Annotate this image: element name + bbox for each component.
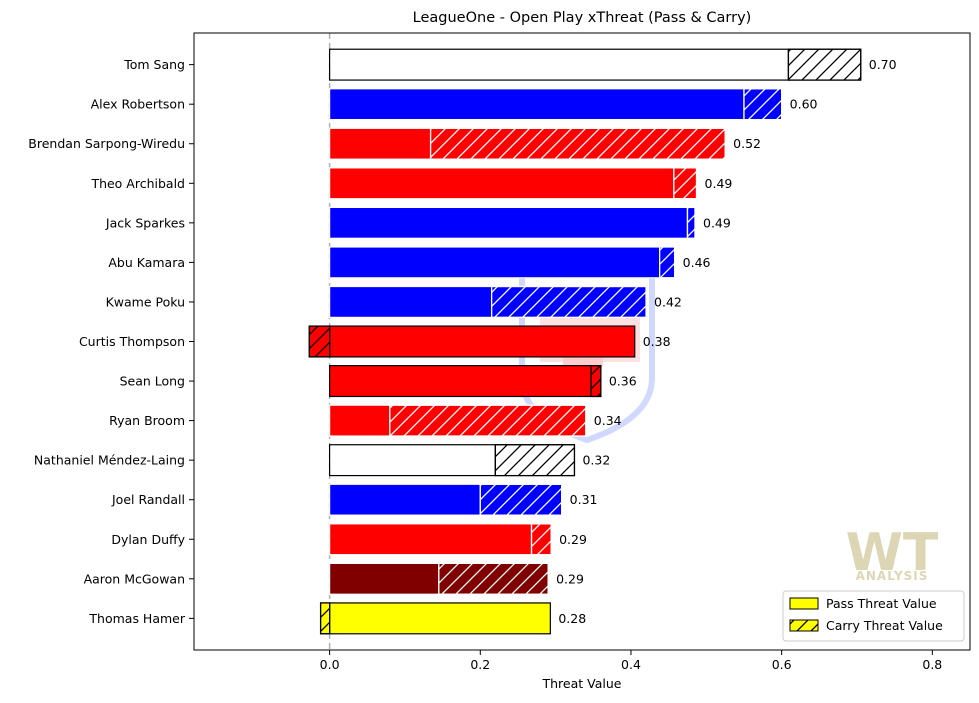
bar-carry-hatch xyxy=(490,285,647,318)
bar-pass xyxy=(329,404,391,437)
bar-pass xyxy=(329,127,432,160)
legend-carry-hatch xyxy=(789,619,819,632)
y-tick-label: Brendan Sarpong-Wiredu xyxy=(28,136,185,151)
bar-total-label: 0.29 xyxy=(556,571,584,586)
bar-pass xyxy=(329,206,689,239)
y-tick-label: Tom Sang xyxy=(123,57,185,72)
legend-pass-label: Pass Threat Value xyxy=(826,596,937,611)
bar-carry-hatch xyxy=(686,206,696,239)
bar-pass xyxy=(329,444,496,477)
y-tick-label: Aaron McGowan xyxy=(84,571,185,586)
y-tick-label: Dylan Duffy xyxy=(111,532,185,547)
bar-total-label: 0.31 xyxy=(570,492,598,507)
bar-total-label: 0.49 xyxy=(705,176,733,191)
bar-carry-hatch xyxy=(479,483,563,516)
bar-total-label: 0.70 xyxy=(869,57,897,72)
x-tick-label: 0.6 xyxy=(772,657,792,672)
bar-carry-hatch xyxy=(787,48,862,81)
legend-pass-swatch xyxy=(789,597,819,610)
bar-pass xyxy=(329,285,493,318)
bar-carry-hatch xyxy=(389,404,587,437)
bar-total-label: 0.60 xyxy=(790,97,818,112)
bar-pass xyxy=(329,325,636,358)
bar-total-label: 0.46 xyxy=(683,255,711,270)
y-tick-label: Abu Kamara xyxy=(108,255,185,270)
bar-total-label: 0.32 xyxy=(582,453,610,468)
y-tick-label: Curtis Thompson xyxy=(79,334,185,349)
plot-area: 0.70 Tom Sang 0.60 Alex Robertson 0.52 Brenda… xyxy=(28,32,971,672)
y-tick-label: Alex Robertson xyxy=(91,97,185,112)
bar-total-label: 0.34 xyxy=(594,413,622,428)
bar-pass xyxy=(329,483,481,516)
bar-carry-hatch xyxy=(743,88,783,121)
wt-analysis-watermark: WT ANALYSIS xyxy=(846,523,939,583)
legend: Pass Threat Value Carry Threat Value xyxy=(782,590,965,642)
y-tick-label: Theo Archibald xyxy=(90,176,185,191)
x-axis-label: Threat Value xyxy=(542,676,622,691)
y-tick-label: Thomas Hamer xyxy=(88,611,185,626)
bar-total-label: 0.42 xyxy=(654,294,682,309)
bar-total-label: 0.29 xyxy=(559,532,587,547)
y-tick-label: Kwame Poku xyxy=(106,294,185,309)
x-tick-label: 0.8 xyxy=(922,657,942,672)
bar-pass xyxy=(329,523,533,556)
bar-total-label: 0.49 xyxy=(703,215,731,230)
x-tick-label: 0.0 xyxy=(320,657,340,672)
legend-frame xyxy=(782,590,965,642)
x-tick-label: 0.4 xyxy=(621,657,641,672)
bar-carry-hatch xyxy=(429,127,726,160)
plot-frame xyxy=(193,32,971,651)
bar-carry-hatch xyxy=(590,365,602,398)
bar-pass xyxy=(329,246,661,279)
y-tick-label: Sean Long xyxy=(120,374,185,389)
bar-carry-hatch xyxy=(530,523,552,556)
y-tick-label: Jack Sparkes xyxy=(105,215,185,230)
bar-pass xyxy=(329,88,745,121)
bar-carry-hatch xyxy=(673,167,698,200)
watermark-sub-text: ANALYSIS xyxy=(856,569,929,583)
watermark-logo-text: WT xyxy=(846,523,939,583)
bar-carry-hatch xyxy=(308,325,331,358)
bar-carry-hatch xyxy=(319,602,331,635)
bar-pass xyxy=(329,365,592,398)
bar-carry-hatch xyxy=(658,246,676,279)
x-tick-label: 0.2 xyxy=(470,657,490,672)
bar-total-label: 0.28 xyxy=(558,611,586,626)
bar-total-label: 0.52 xyxy=(733,136,761,151)
bar-total-label: 0.38 xyxy=(643,334,671,349)
y-tick-label: Ryan Broom xyxy=(109,413,185,428)
chart-title: LeagueOne - Open Play xThreat (Pass & Ca… xyxy=(413,10,752,26)
bar-total-label: 0.36 xyxy=(609,374,637,389)
bar-carry-hatch xyxy=(494,444,576,477)
bar-pass xyxy=(329,602,551,635)
bar-pass xyxy=(329,48,790,81)
y-tick-label: Joel Randall xyxy=(111,492,185,507)
bar-pass xyxy=(329,562,440,595)
bar-pass xyxy=(329,167,675,200)
bar-carry-hatch xyxy=(438,562,549,595)
y-tick-label: Nathaniel Méndez-Laing xyxy=(34,453,185,468)
legend-carry-label: Carry Threat Value xyxy=(826,618,943,633)
